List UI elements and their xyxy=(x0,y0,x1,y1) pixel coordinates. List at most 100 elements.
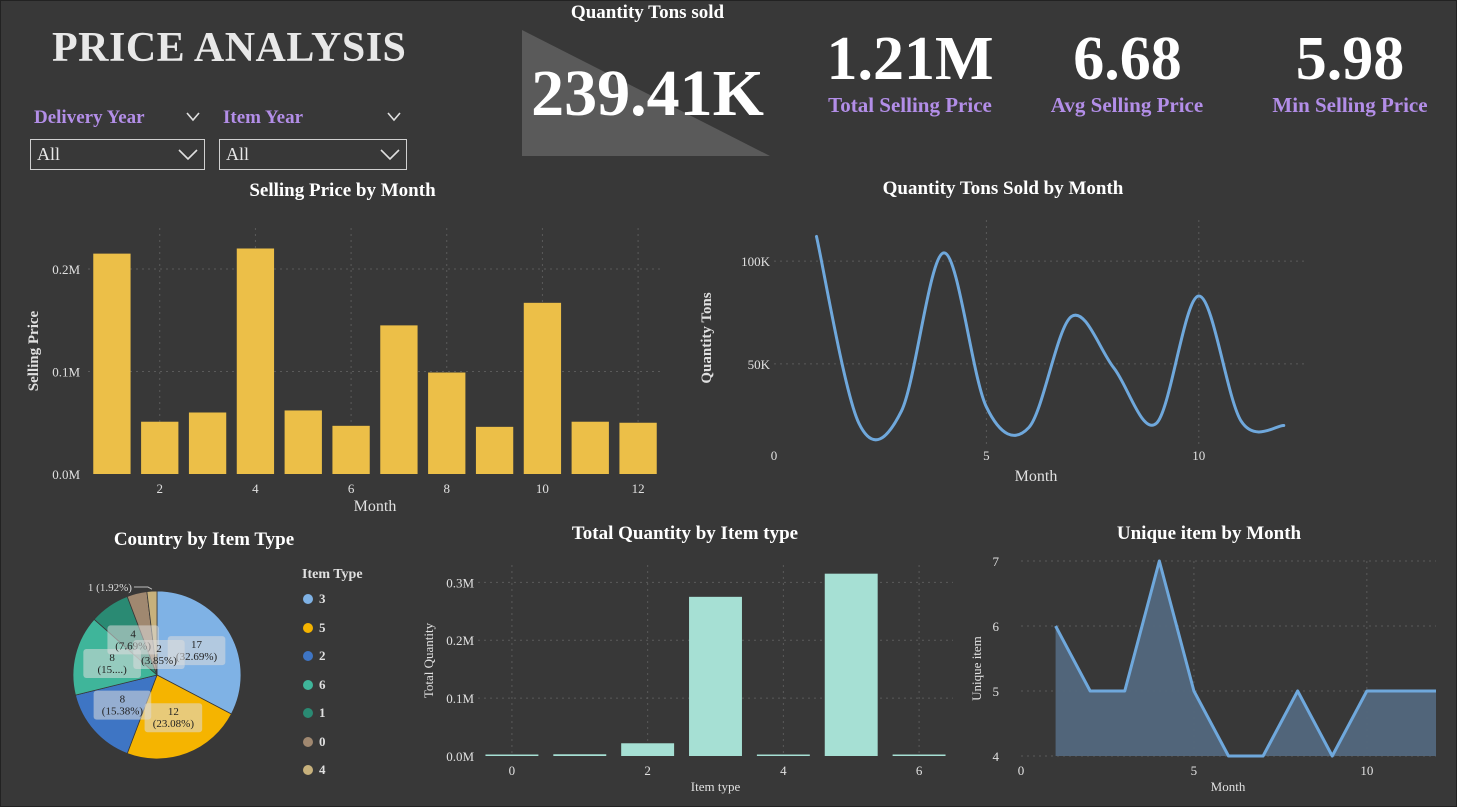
delivery-year-dropdown[interactable]: All xyxy=(30,139,205,170)
delivery-year-chevron-icon[interactable] xyxy=(186,112,200,124)
y-tick-label: 0.2M xyxy=(446,633,474,648)
avg-selling-price-label: Avg Selling Price xyxy=(1050,93,1204,117)
pie-data-label: (32.69%) xyxy=(176,651,218,663)
total-quantity-chart-title: Total Quantity by Item type xyxy=(571,523,799,544)
pie-legend-title: Item Type xyxy=(302,567,363,582)
y-axis-label: Selling Price xyxy=(26,310,42,391)
y-tick-label: 0.0M xyxy=(52,467,80,482)
x-tick-label: 12 xyxy=(632,481,645,496)
pie-data-label: 8 xyxy=(120,694,126,706)
legend-item-4[interactable]: 4 xyxy=(303,762,326,778)
min-selling-price-value: 5.98 xyxy=(1295,25,1405,93)
item-year-dropdown[interactable]: All xyxy=(219,139,407,170)
y-axis-label: Unique item xyxy=(969,636,984,701)
y-tick-label: 0.3M xyxy=(446,575,474,590)
quantity-kpi-label: Quantity Tons sold xyxy=(570,2,725,23)
y-tick-label: 5 xyxy=(993,684,1000,699)
legend-label: 0 xyxy=(319,733,326,749)
item-year-chevron-icon[interactable] xyxy=(387,112,401,124)
selling-price-bar xyxy=(475,426,514,474)
total-quantity-bar xyxy=(756,754,810,756)
x-tick-label: 4 xyxy=(252,481,259,496)
unique-item-line xyxy=(1054,559,1436,758)
y-tick-label: 7 xyxy=(993,554,1000,569)
y-tick-label: 0.1M xyxy=(52,365,80,380)
chevron-down-icon xyxy=(178,149,198,161)
item-year-label: Item Year xyxy=(223,107,304,128)
selling-price-bar xyxy=(141,421,179,474)
legend-dot-icon xyxy=(303,651,313,661)
total-selling-price-value: 1.21M xyxy=(826,25,994,93)
legend-label: 1 xyxy=(319,705,326,720)
chevron-down-icon xyxy=(380,149,400,161)
legend-item-3[interactable]: 3 xyxy=(303,591,326,607)
quantity-chart-title: Quantity Tons Sold by Month xyxy=(882,178,1124,199)
x-tick-label: 8 xyxy=(444,481,451,496)
pie-label-box xyxy=(144,703,203,733)
legend-item-2[interactable]: 2 xyxy=(303,648,326,664)
pie-data-label: (15....) xyxy=(97,664,127,676)
total-selling-price-label: Total Selling Price xyxy=(828,93,992,117)
pie-data-label: (15.38%) xyxy=(102,706,144,718)
legend-item-6[interactable]: 6 xyxy=(303,677,326,693)
legend-label: 2 xyxy=(319,648,326,663)
x-axis-label: Month xyxy=(1015,468,1058,485)
y-tick-label: 50K xyxy=(748,357,771,372)
legend-dot-icon xyxy=(303,736,313,747)
x-tick-label: 6 xyxy=(916,763,923,778)
total-quantity-bar xyxy=(553,754,607,756)
pie-data-label: 1 (1.92%) xyxy=(88,582,132,594)
x-tick-label: 6 xyxy=(348,481,355,496)
delivery-year-value: All xyxy=(37,144,61,164)
quantity-kpi-background xyxy=(522,30,770,156)
legend-item-5[interactable]: 5 xyxy=(303,620,326,636)
legend-item-1[interactable]: 1 xyxy=(303,705,326,721)
min-selling-price-label: Min Selling Price xyxy=(1272,93,1428,117)
legend-dot-icon xyxy=(303,708,313,718)
x-axis-label: Item type xyxy=(691,779,741,794)
quantity-kpi-value: 239.41K xyxy=(531,57,764,130)
y-tick-label: 6 xyxy=(993,619,1000,634)
pie-leader-line xyxy=(133,586,153,590)
legend-dot-icon xyxy=(303,765,313,775)
total-quantity-bar xyxy=(485,754,539,756)
pie-chart-title: Country by Item Type xyxy=(113,529,295,550)
selling-price-bar xyxy=(284,410,322,474)
total-quantity-bar xyxy=(824,573,878,756)
x-tick-label: 0 xyxy=(771,448,778,463)
selling-price-bar xyxy=(428,372,466,474)
selling-price-bar xyxy=(236,248,275,474)
legend-label: 4 xyxy=(319,762,326,777)
y-axis-label: Total Quantity xyxy=(421,622,436,698)
delivery-year-label: Delivery Year xyxy=(34,107,145,128)
legend-dot-icon xyxy=(303,594,313,604)
legend-dot-icon xyxy=(303,622,313,633)
legend-item-0[interactable]: 0 xyxy=(303,734,326,750)
y-tick-label: 0.2M xyxy=(52,262,80,277)
legend-label: 5 xyxy=(319,619,326,635)
legend-label: 3 xyxy=(319,591,326,606)
y-tick-label: 4 xyxy=(993,749,1000,764)
legend-dot-icon xyxy=(303,679,313,690)
selling-price-bar xyxy=(332,425,370,474)
x-tick-label: 4 xyxy=(780,763,787,778)
pie-data-label: (23.08%) xyxy=(153,718,195,730)
total-quantity-bar xyxy=(892,754,946,756)
quantity-series-line xyxy=(814,234,1286,442)
x-tick-label: 10 xyxy=(1192,448,1205,463)
total-quantity-bar xyxy=(621,743,675,756)
x-tick-label: 0 xyxy=(509,763,516,778)
y-tick-label: 0.0M xyxy=(446,749,474,764)
avg-selling-price-value: 6.68 xyxy=(1073,25,1182,93)
page-title: PRICE ANALYSIS xyxy=(52,25,407,71)
pie-data-label: 12 xyxy=(168,706,179,718)
x-tick-label: 2 xyxy=(644,763,651,778)
total-quantity-bar xyxy=(689,596,742,756)
y-axis-label: Quantity Tons xyxy=(699,292,715,383)
pie-data-label: 17 xyxy=(191,639,203,651)
